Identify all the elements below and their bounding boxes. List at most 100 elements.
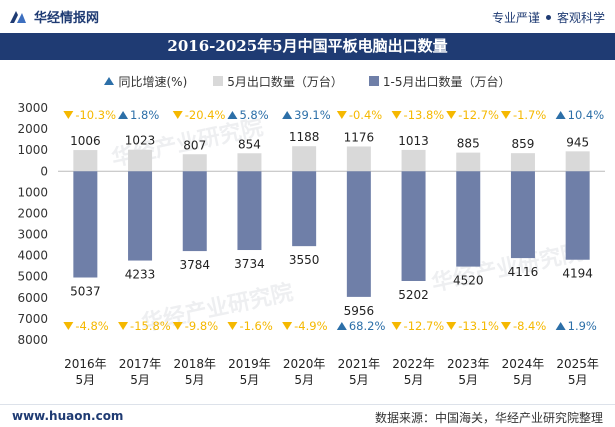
- bar-month-value-label: 1013: [398, 134, 429, 148]
- bar-month: [565, 151, 590, 172]
- bar-ytd: [346, 171, 371, 297]
- tagline: 专业严谨 客观科学: [492, 9, 605, 26]
- bar-month: [182, 154, 207, 172]
- bar-month: [128, 149, 153, 172]
- top-bar: 华经情报网 专业严谨 客观科学: [0, 0, 615, 32]
- bar-ytd-value-label: 4233: [125, 268, 156, 282]
- growth-down-icon: [63, 322, 74, 330]
- bar-month: [292, 146, 317, 172]
- footer-source: 数据来源：中国海关，华经产业研究院整理: [374, 411, 603, 425]
- bar-ytd-value-label: 5037: [70, 285, 101, 299]
- growth-down-icon: [446, 322, 457, 330]
- y-tick-label: 1000: [17, 185, 48, 199]
- growth-down-icon: [446, 111, 457, 119]
- bar-ytd: [73, 171, 98, 278]
- x-tick-label: 5月: [349, 373, 369, 387]
- growth-down-icon: [172, 322, 183, 330]
- x-tick-label: 2018年: [173, 357, 216, 371]
- growth-down-icon: [500, 322, 511, 330]
- growth-down-icon: [118, 322, 129, 330]
- bar-month-value-label: 859: [511, 137, 534, 151]
- growth-ytd-label: -4.9%: [294, 319, 327, 333]
- x-tick-label: 2021年: [338, 357, 381, 371]
- bar-ytd: [182, 171, 207, 252]
- growth-down-icon: [227, 322, 238, 330]
- growth-month-label: -10.3%: [75, 108, 116, 122]
- x-tick-label: 5月: [185, 373, 205, 387]
- bar-ytd: [565, 171, 590, 260]
- bar-ytd-value-label: 4116: [508, 265, 539, 279]
- growth-month-label: -20.4%: [185, 108, 226, 122]
- y-tick-label: 2000: [17, 122, 48, 136]
- bar-month-value-label: 1176: [344, 130, 375, 144]
- growth-month-label: 39.1%: [294, 108, 331, 122]
- growth-ytd-label: 68.2%: [349, 319, 386, 333]
- bar-ytd-value-label: 4194: [562, 267, 593, 281]
- bar-month: [510, 153, 535, 172]
- growth-up-icon: [118, 111, 129, 119]
- y-tick-label: 2000: [17, 206, 48, 220]
- x-tick-label: 5月: [513, 373, 533, 387]
- bar-ytd-value-label: 5202: [398, 288, 429, 302]
- bar-month-value-label: 1006: [70, 134, 101, 148]
- growth-month-label: 5.8%: [239, 108, 268, 122]
- growth-down-icon: [500, 111, 511, 119]
- growth-month-label: 1.8%: [130, 108, 159, 122]
- growth-up-icon: [555, 111, 566, 119]
- bar-ytd-value-label: 3734: [234, 257, 265, 271]
- separator-dot-icon: [545, 15, 551, 20]
- bar-ytd: [237, 171, 262, 251]
- x-tick-label: 5月: [240, 373, 260, 387]
- legend-ytd-swatch: [368, 76, 379, 86]
- y-tick-label: 7000: [17, 312, 48, 326]
- bar-month: [456, 152, 481, 172]
- chart-legend: 同比增速(%) 5月出口数量（万台） 1-5月出口数量（万台）: [0, 71, 615, 91]
- growth-month-label: -0.4%: [349, 108, 382, 122]
- bar-ytd-value-label: 4520: [453, 274, 484, 288]
- growth-month-label: -1.7%: [513, 108, 546, 122]
- x-tick-label: 2020年: [283, 357, 326, 371]
- y-tick-label: 3000: [17, 101, 48, 115]
- bar-ytd: [128, 171, 153, 261]
- x-tick-label: 2024年: [502, 357, 545, 371]
- legend-month-swatch: [213, 76, 224, 86]
- y-tick-label: 1000: [17, 143, 48, 157]
- chart-title: 2016-2025年5月中国平板电脑出口数量: [0, 33, 615, 60]
- growth-down-icon: [391, 111, 402, 119]
- brand-logo-icon: [10, 10, 26, 23]
- x-tick-label: 2022年: [392, 357, 435, 371]
- bar-month-value-label: 945: [566, 135, 589, 149]
- legend-month: 5月出口数量（万台）: [213, 71, 343, 91]
- growth-up-icon: [555, 322, 566, 330]
- x-tick-label: 5月: [458, 373, 478, 387]
- bar-month-value-label: 885: [457, 137, 480, 151]
- footer: www.huaon.com 数据来源：中国海关，华经产业研究院整理: [0, 404, 615, 427]
- footer-url[interactable]: www.huaon.com: [12, 409, 124, 423]
- bar-month-value-label: 854: [238, 137, 261, 151]
- bar-month: [401, 149, 426, 172]
- y-tick-label: 3000: [17, 228, 48, 242]
- legend-ytd-label: 1-5月出口数量（万台）: [382, 74, 511, 89]
- growth-down-icon: [63, 111, 74, 119]
- tagline-left: 专业严谨: [491, 11, 540, 25]
- bar-ytd-value-label: 5956: [344, 304, 375, 318]
- growth-ytd-label: -8.4%: [513, 319, 546, 333]
- bar-ytd: [510, 171, 535, 259]
- growth-ytd-label: -12.7%: [404, 319, 445, 333]
- bar-ytd: [456, 171, 481, 267]
- bar-month: [237, 153, 262, 172]
- growth-ytd-label: -13.1%: [458, 319, 499, 333]
- x-tick-label: 2016年: [64, 357, 107, 371]
- growth-month-label: 10.4%: [568, 108, 605, 122]
- y-tick-label: 8000: [17, 333, 48, 347]
- triangle-up-icon: [104, 77, 115, 85]
- x-tick-label: 5月: [76, 373, 96, 387]
- bar-month-value-label: 807: [183, 138, 206, 152]
- brand[interactable]: 华经情报网: [8, 7, 99, 26]
- growth-down-icon: [336, 111, 347, 119]
- y-tick-label: 0: [40, 164, 48, 178]
- growth-down-icon: [391, 322, 402, 330]
- bar-month: [73, 150, 98, 172]
- growth-ytd-label: -15.8%: [130, 319, 171, 333]
- growth-down-icon: [282, 322, 293, 330]
